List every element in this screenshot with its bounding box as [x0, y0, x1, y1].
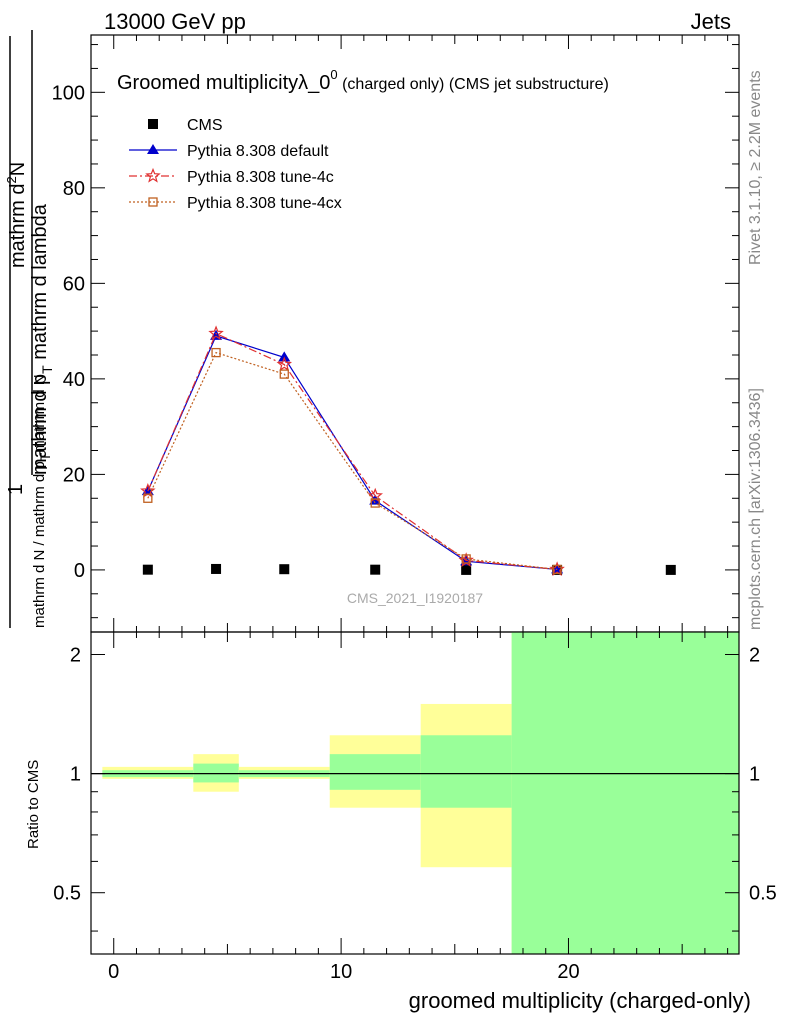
legend: CMS Pythia 8.308 default Pythia 8.308 tune…	[129, 117, 342, 212]
header-right: Jets	[691, 9, 731, 34]
ratio-xtick-label: 10	[330, 961, 352, 983]
ratio-ylabel: Ratio to CMS	[25, 760, 42, 849]
ylabel-2-topend: N	[7, 162, 29, 176]
ratio-band-stat	[511, 632, 739, 954]
data-point	[278, 351, 291, 362]
series-0	[142, 563, 676, 575]
data-point	[461, 564, 472, 575]
side-label-mcplots: mcplots.cern.ch [arXiv:1306.3436]	[747, 388, 764, 630]
ratio-ytick-label: 1	[70, 764, 81, 786]
data-point	[370, 564, 381, 575]
ylabel-2-bot-sub: T	[39, 365, 55, 374]
ratio-ytick-label-right: 0.5	[749, 883, 777, 905]
main-ytick-label: 40	[63, 369, 85, 391]
main-ylabel: mathrm d N / mathrm d pTmathrm d N 1 mat…	[4, 30, 55, 628]
main-ytick-label: 100	[52, 82, 85, 104]
series-line	[147, 332, 558, 571]
chart-title-sup: 0	[330, 67, 337, 82]
legend-item: Pythia 8.308 tune-4cx	[129, 195, 342, 212]
ylabel-2-bot-text: mathrm d p	[29, 374, 51, 475]
data-point	[279, 369, 289, 379]
legend-marker	[148, 119, 158, 129]
data-point	[276, 356, 293, 372]
data-point	[370, 498, 380, 508]
ratio-xtick-label: 20	[557, 961, 579, 983]
legend-marker	[147, 144, 159, 154]
chart-title-main: Groomed multiplicityλ_0	[117, 72, 330, 94]
series-line	[147, 335, 558, 571]
data-point	[211, 563, 222, 574]
ratio-frame	[90, 631, 740, 955]
ratio-ytick-label-right: 2	[749, 645, 760, 667]
ratio-ytick-label-right: 1	[749, 764, 760, 786]
legend-marker	[148, 197, 158, 207]
ratio-xlabel: groomed multiplicity (charged-only)	[409, 988, 751, 1013]
series-3	[143, 347, 562, 575]
ylabel-2-top-text: mathrm d	[7, 184, 29, 268]
legend-item: CMS	[148, 117, 223, 134]
ylabel-numerator: 1	[5, 484, 27, 495]
ratio-axis-ticks: 0.5 0.51 12 20 10 20	[53, 632, 777, 983]
main-series-layer	[140, 325, 676, 577]
ylabel-den-end: mathrm d N	[31, 374, 48, 452]
legend-label: Pythia 8.308 tune-4c	[187, 169, 334, 186]
ratio-xtick-label: 0	[108, 961, 119, 983]
ratio-ytick-label: 2	[70, 645, 81, 667]
data-point	[665, 564, 676, 575]
ratio-panel	[91, 632, 739, 954]
ylabel-2-top: mathrm d2N	[4, 162, 29, 268]
legend-label: Pythia 8.308 tune-4cx	[187, 195, 342, 212]
side-label-rivet: Rivet 3.1.10, ≥ 2.2M events	[747, 70, 764, 265]
series-2	[140, 325, 565, 577]
data-point	[549, 561, 565, 577]
ylabel-2-bot-end: mathrm d lambda	[29, 203, 51, 365]
chart-title-suffix: (charged only) (CMS jet substructure)	[338, 76, 609, 93]
ratio-band-stat	[329, 754, 421, 790]
ylabel-denominator: mathrm d N / mathrm d pTmathrm d N	[31, 374, 53, 628]
data-point	[461, 554, 471, 564]
legend-label: CMS	[187, 117, 223, 134]
legend-item: Pythia 8.308 default	[129, 143, 329, 160]
ylabel-den-sub: T	[37, 452, 53, 461]
main-ytick-label: 80	[63, 178, 85, 200]
data-point	[279, 564, 290, 575]
main-ytick-label: 0	[74, 560, 85, 582]
series-line	[147, 351, 558, 571]
legend-marker	[145, 167, 161, 183]
ylabel-2-bottom: mathrm d pT mathrm d lambda	[29, 203, 55, 475]
ratio-band-stat	[420, 735, 512, 808]
main-ytick-label: 20	[63, 464, 85, 486]
chart-title: Groomed multiplicityλ_00 (charged only) …	[117, 67, 609, 94]
data-point	[552, 564, 562, 575]
main-axis-ticks: 0 20 40 60 80 100	[52, 35, 739, 632]
series-1	[141, 329, 564, 574]
header-left: 13000 GeV pp	[104, 9, 246, 34]
legend-label: Pythia 8.308 default	[187, 143, 329, 160]
data-point	[211, 347, 221, 358]
ratio-ytick-label: 0.5	[53, 883, 81, 905]
ylabel-2-sup: 2	[4, 176, 19, 183]
data-point	[208, 325, 224, 341]
ylabel-den: mathrm d N / mathrm d p	[31, 461, 48, 628]
data-point	[142, 564, 153, 575]
watermark: CMS_2021_I1920187	[347, 590, 483, 606]
legend-item: Pythia 8.308 tune-4c	[129, 167, 334, 186]
main-ytick-label: 60	[63, 273, 85, 295]
data-point	[143, 493, 153, 503]
